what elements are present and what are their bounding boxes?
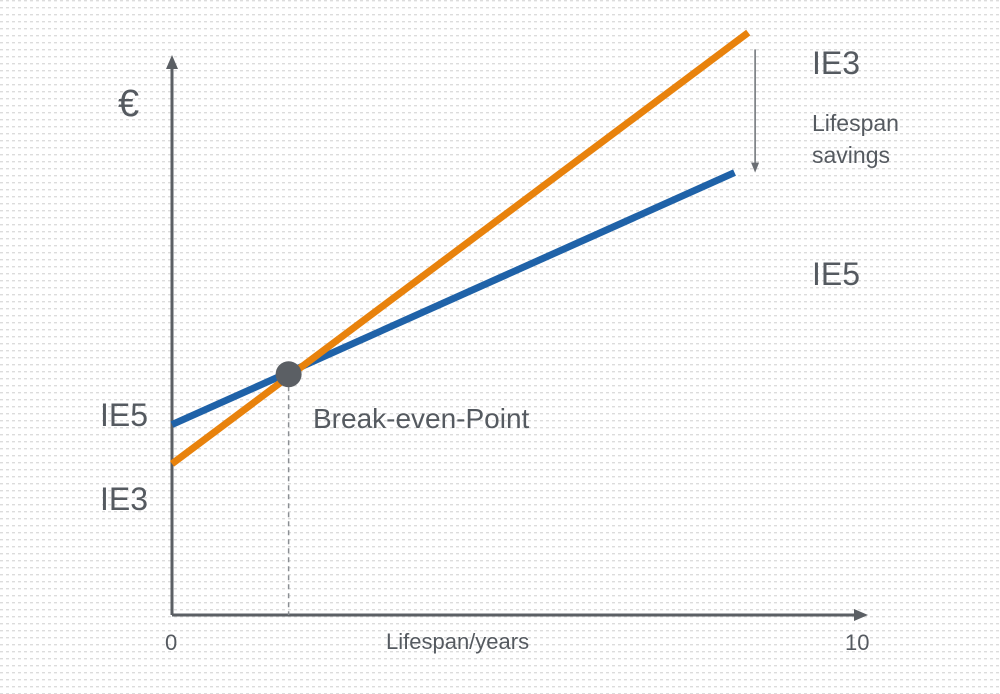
x-axis-arrow-icon <box>854 609 868 621</box>
series-label-ie5: IE5 <box>812 256 860 292</box>
savings-label-line1: Lifespan <box>812 110 899 136</box>
y-axis-label: € <box>118 83 139 125</box>
y-start-label-ie3: IE3 <box>100 481 148 517</box>
x-tick-label-10: 10 <box>845 630 869 655</box>
break-even-label: Break-even-Point <box>313 403 530 434</box>
series-label-ie3: IE3 <box>812 45 860 81</box>
series-line-ie3 <box>169 29 751 467</box>
y-axis-arrow-icon <box>166 55 178 69</box>
x-axis-label: Lifespan/years <box>386 629 529 654</box>
x-tick-label-0: 0 <box>165 630 177 655</box>
series-line-ie5 <box>170 169 736 428</box>
break-even-point <box>275 361 302 388</box>
y-start-label-ie5: IE5 <box>100 397 148 433</box>
savings-label-line2: savings <box>812 142 890 168</box>
savings-arrowhead-icon <box>751 162 760 173</box>
